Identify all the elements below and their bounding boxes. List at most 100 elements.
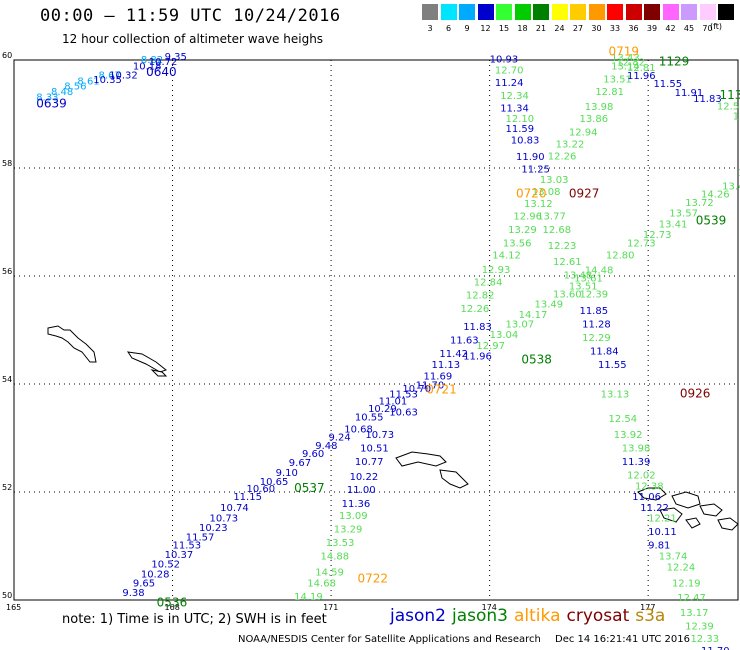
swh-value: 10.63: [389, 407, 418, 418]
lon-tick-label: 171: [323, 603, 338, 612]
swh-value: 12.33: [690, 634, 719, 645]
swh-value: 14.12: [492, 251, 521, 262]
swh-value: 8.82: [141, 55, 163, 66]
swh-value: 10.73: [210, 514, 239, 525]
swh-value: 12.94: [569, 128, 598, 139]
swh-value: 13.92: [614, 430, 643, 441]
satellite-name: jason3: [452, 606, 508, 626]
lon-tick-label: 168: [165, 603, 180, 612]
legend-swatch: [440, 4, 457, 20]
legend-label: 3: [427, 24, 433, 33]
legend-swatch: [699, 4, 716, 20]
swh-value: 8.67: [99, 70, 121, 81]
swh-value: 12.84: [474, 278, 503, 289]
swh-value: 9.24: [328, 433, 350, 444]
swh-value: 12.47: [677, 593, 706, 604]
swh-value: 12.82: [616, 57, 645, 68]
satellite-name: altika: [514, 606, 561, 626]
swh-value: 10.35: [93, 75, 122, 86]
swh-value: 10.11: [648, 527, 677, 538]
swh-value: 13.13: [601, 390, 630, 401]
satellite-name: cryosat: [566, 606, 630, 626]
pass-time-label: 0722: [358, 572, 389, 586]
legend-swatch: [477, 4, 494, 20]
swh-value: 9.81: [648, 541, 670, 552]
swh-value: 11.53: [389, 390, 418, 401]
swh-value: 8.61: [77, 76, 99, 87]
legend-swatch: [570, 4, 586, 20]
legend-label: 9: [464, 24, 470, 33]
swh-value: 11.69: [424, 372, 453, 383]
pass-time-label: 0536: [157, 595, 188, 609]
swh-value: 11.96: [627, 71, 656, 82]
swh-value: 12.19: [672, 579, 701, 590]
swh-value: 12.10: [505, 114, 534, 125]
swh-value: 12.02: [627, 471, 656, 482]
swh-value: 11.84: [590, 346, 619, 357]
legend-label: 36: [628, 24, 639, 33]
swh-value: 13.04: [490, 330, 519, 341]
page-title: 00:00 – 11:59 UTC 10/24/2016: [40, 6, 341, 26]
lat-tick-label: 54: [2, 375, 12, 384]
swh-value: 13.41: [659, 219, 688, 230]
swh-value: 10.74: [220, 503, 249, 514]
swh-value: 13.61: [574, 273, 603, 284]
legend-unit: (ft): [710, 22, 723, 31]
lon-tick-label: 174: [482, 603, 497, 612]
swh-value: 13.72: [685, 198, 714, 209]
swh-value: 12.80: [606, 251, 635, 262]
swh-value: 12.38: [635, 481, 664, 492]
pass-time-label: 0539: [696, 214, 727, 228]
island-st-matthew: [47, 325, 97, 363]
swh-value: 13.03: [540, 175, 569, 186]
swh-value: 14.17: [519, 310, 548, 321]
legend-swatch: [551, 4, 568, 20]
swh-value: 11.00: [347, 485, 376, 496]
swh-value: 13.29: [334, 525, 363, 536]
legend-swatch: [514, 4, 531, 20]
swh-value: 13.48: [564, 271, 593, 282]
lat-tick-label: 56: [2, 267, 12, 276]
legend-label: 18: [517, 24, 528, 33]
swh-value: 13.12: [524, 199, 553, 210]
legend-label: 21: [535, 24, 547, 33]
lat-tick-label: 60: [2, 51, 12, 60]
swh-value: 13.22: [556, 139, 585, 150]
swh-value: 13.74: [659, 552, 688, 563]
swh-value: 13.86: [579, 114, 608, 125]
swh-value: 13.14: [611, 62, 640, 73]
swh-value: 11.55: [653, 79, 682, 90]
swh-value: 11.42: [439, 349, 468, 360]
swh-value: 12.23: [548, 241, 577, 252]
lat-tick-label: 50: [2, 591, 12, 600]
swh-value: 13.09: [339, 511, 368, 522]
swh-value: 13.60: [553, 290, 582, 301]
island-rat-2: [671, 491, 701, 509]
swh-value: 10.28: [141, 569, 170, 580]
island-near-islands-1: [395, 451, 447, 467]
island-pinnacle: [126, 351, 168, 373]
swh-value: 11.59: [505, 124, 534, 135]
swh-value: 10.55: [355, 413, 384, 424]
swh-value: 9.60: [302, 449, 324, 460]
swh-value: 12.39: [579, 290, 608, 301]
satellite-name: jason2: [390, 606, 446, 626]
legend-label: 42: [665, 24, 676, 33]
swh-value: 10.52: [151, 560, 180, 571]
pass-time-label: 0927: [569, 187, 600, 201]
island-pribilof: [150, 369, 168, 377]
swh-value: 10.65: [260, 477, 289, 488]
map-grid: 50 52 54 56 58 60 165 168 171 174 177: [2, 51, 739, 612]
swh-value: 11.57: [186, 533, 215, 544]
swh-value: 10.37: [165, 550, 194, 561]
swh-value: 12.68: [542, 225, 571, 236]
pass-time-label: 0538: [521, 352, 552, 366]
swh-value: 11.15: [233, 492, 262, 503]
pass-time-label: 1129: [659, 54, 690, 68]
swh-value: 12.73: [643, 230, 672, 241]
swh-value: 12.93: [733, 111, 740, 122]
legend-swatch: [422, 4, 438, 20]
landmasses: [47, 325, 739, 531]
legend-label: 45: [683, 24, 695, 33]
swh-value: 10.73: [365, 430, 394, 441]
